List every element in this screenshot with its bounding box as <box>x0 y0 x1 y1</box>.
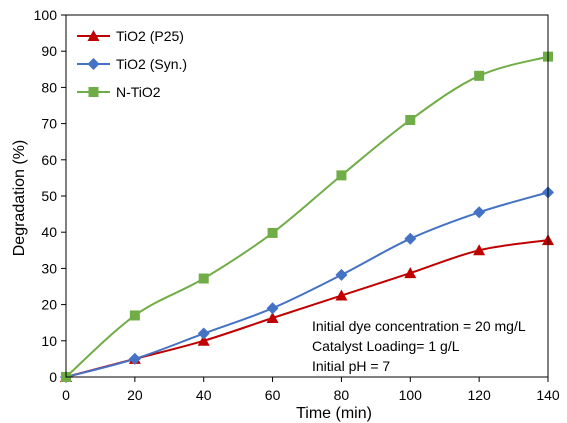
legend-item-n-tio2: N-TiO2 <box>77 84 161 100</box>
data-point-n-tio2 <box>129 310 140 321</box>
series-tio2-syn <box>60 186 554 383</box>
annotation-initial-ph: Initial pH = 7 <box>312 358 390 374</box>
data-point-tio2-syn <box>404 232 417 245</box>
data-point-tio2-p25 <box>335 289 348 301</box>
y-tick-label: 20 <box>41 297 57 313</box>
y-axis-label: Degradation (%) <box>11 140 28 257</box>
series-line-tio2-syn <box>65 191 549 378</box>
plot-area-frame <box>65 14 549 378</box>
y-tick-label: 30 <box>41 260 57 276</box>
series-layer <box>60 51 554 383</box>
data-point-tio2-syn <box>335 268 348 281</box>
x-tick-label: 60 <box>265 387 281 403</box>
data-point-n-tio2 <box>336 170 347 181</box>
y-tick-label: 60 <box>41 152 57 168</box>
x-tick-label: 140 <box>536 387 560 403</box>
data-point-n-tio2 <box>474 70 485 81</box>
data-point-tio2-p25 <box>404 267 417 279</box>
data-point-tio2-p25 <box>473 244 486 256</box>
x-tick-label: 40 <box>196 387 212 403</box>
legend-label-tio2-syn: TiO2 (Syn.) <box>116 56 187 72</box>
y-axis-ticks: 0 10 20 30 40 50 60 70 80 90 100 <box>34 7 66 385</box>
annotation-catalyst-loading: Catalyst Loading= 1 g/L <box>312 338 460 354</box>
y-tick-label: 0 <box>49 369 57 385</box>
data-point-tio2-syn <box>473 206 486 219</box>
legend-marker-tio2-p25 <box>87 30 100 41</box>
data-point-tio2-p25 <box>197 334 210 346</box>
data-point-n-tio2 <box>405 114 416 125</box>
data-point-tio2-syn <box>128 352 141 365</box>
series-line-n-tio2 <box>65 55 549 378</box>
annotation-dye-concentration: Initial dye concentration = 20 mg/L <box>312 318 526 334</box>
x-tick-label: 20 <box>127 387 143 403</box>
data-point-tio2-syn <box>266 302 279 315</box>
x-axis-label: Time (min) <box>296 405 372 422</box>
legend: TiO2 (P25) TiO2 (Syn.) N-TiO2 <box>77 28 187 100</box>
x-tick-label: 0 <box>62 387 70 403</box>
legend-marker-tio2-syn <box>87 58 100 70</box>
x-tick-label: 80 <box>334 387 350 403</box>
data-point-n-tio2 <box>198 273 209 284</box>
legend-item-tio2-syn: TiO2 (Syn.) <box>77 56 187 72</box>
legend-marker-n-tio2 <box>88 87 99 97</box>
x-tick-label: 100 <box>399 387 423 403</box>
legend-label-tio2-p25: TiO2 (P25) <box>116 28 184 44</box>
y-tick-label: 90 <box>41 43 57 59</box>
data-point-tio2-syn <box>197 327 210 340</box>
conditions-annotation: Initial dye concentration = 20 mg/L Cata… <box>312 318 526 374</box>
y-tick-label: 10 <box>41 333 57 349</box>
y-tick-label: 70 <box>41 116 57 132</box>
data-point-n-tio2 <box>267 227 278 238</box>
y-tick-label: 80 <box>41 79 57 95</box>
x-tick-label: 120 <box>467 387 491 403</box>
legend-label-n-tio2: N-TiO2 <box>116 84 161 100</box>
y-tick-label: 100 <box>34 7 58 23</box>
y-tick-label: 50 <box>41 188 57 204</box>
y-tick-label: 40 <box>41 224 57 240</box>
legend-item-tio2-p25: TiO2 (P25) <box>77 28 184 44</box>
data-point-tio2-p25 <box>266 311 279 323</box>
x-axis-ticks: 0 20 40 60 80 100 120 140 <box>62 377 560 403</box>
